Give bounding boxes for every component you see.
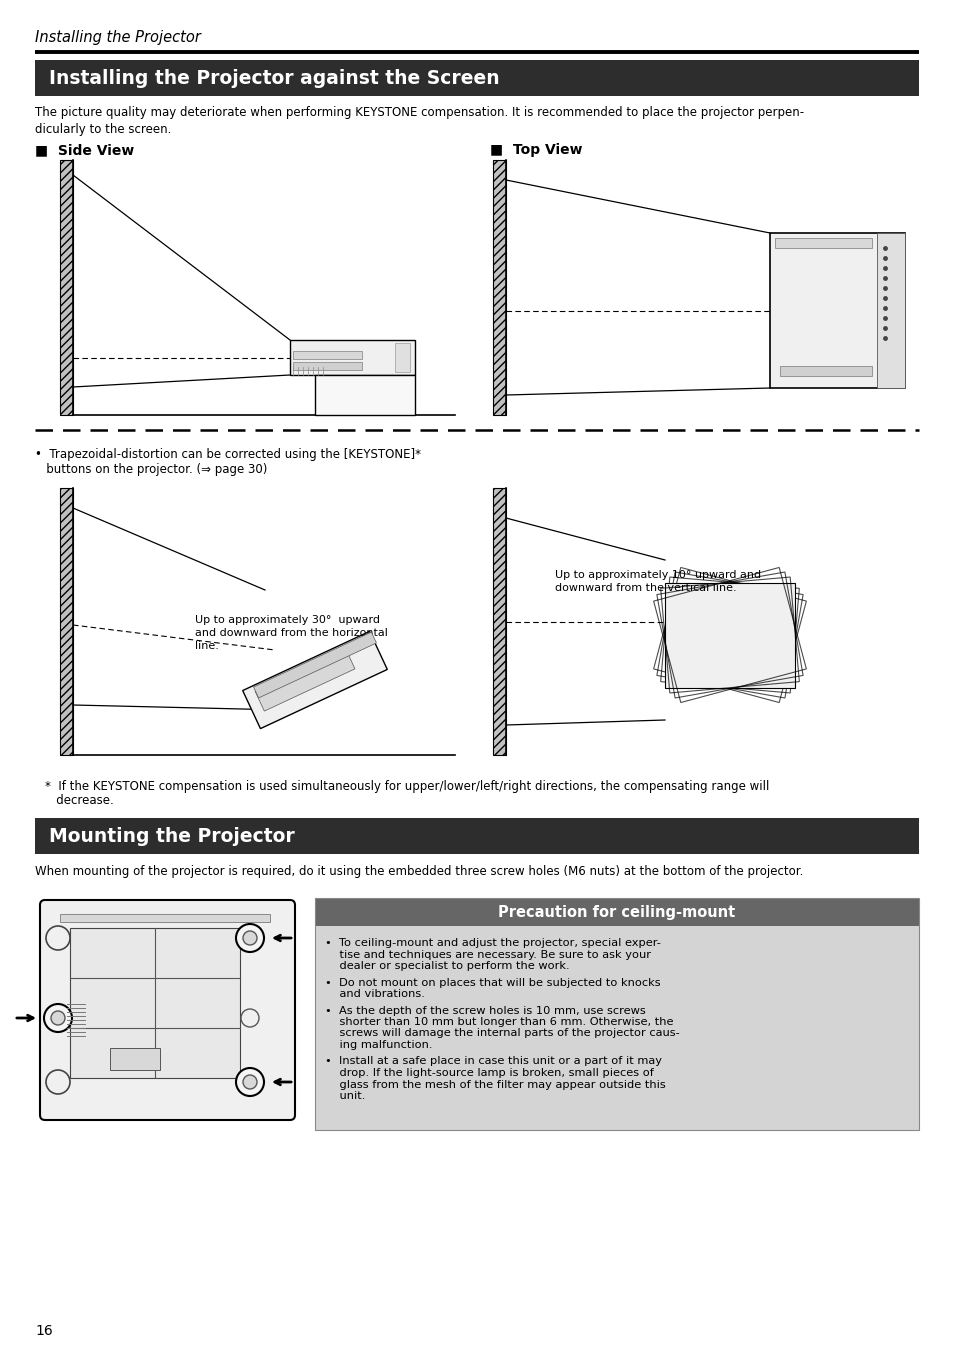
- Text: Installing the Projector: Installing the Projector: [35, 30, 201, 45]
- Text: shorter than 10 mm but longer than 6 mm. Otherwise, the: shorter than 10 mm but longer than 6 mm.…: [325, 1017, 673, 1027]
- Text: ■  Top View: ■ Top View: [490, 143, 582, 157]
- Bar: [395, 343, 410, 372]
- Bar: [774, 238, 871, 249]
- Text: 16: 16: [35, 1324, 52, 1337]
- Circle shape: [46, 1070, 70, 1094]
- Bar: [314, 898, 918, 1129]
- Text: •  Trapezoidal-distortion can be corrected using the [KEYSTONE]*: • Trapezoidal-distortion can be correcte…: [35, 449, 420, 461]
- Text: •  Install at a safe place in case this unit or a part of it may: • Install at a safe place in case this u…: [325, 1056, 661, 1066]
- Bar: [293, 362, 361, 370]
- Text: •  As the depth of the screw holes is 10 mm, use screws: • As the depth of the screw holes is 10 …: [325, 1005, 645, 1016]
- Text: When mounting of the projector is required, do it using the embedded three screw: When mounting of the projector is requir…: [35, 865, 802, 878]
- Text: Up to approximately 30°  upward
and downward from the horizontal
line.: Up to approximately 30° upward and downw…: [194, 615, 388, 651]
- Text: Precaution for ceiling-mount: Precaution for ceiling-mount: [497, 905, 735, 920]
- Text: dealer or specialist to perform the work.: dealer or specialist to perform the work…: [325, 961, 569, 971]
- Circle shape: [241, 1009, 258, 1027]
- Text: screws will damage the internal parts of the projector caus-: screws will damage the internal parts of…: [325, 1028, 679, 1039]
- Bar: [290, 340, 415, 376]
- Bar: [35, 59, 918, 96]
- Text: drop. If the light-source lamp is broken, small pieces of: drop. If the light-source lamp is broken…: [325, 1069, 653, 1078]
- Polygon shape: [242, 631, 387, 728]
- Bar: [60, 159, 73, 415]
- Text: tise and techniques are necessary. Be sure to ask your: tise and techniques are necessary. Be su…: [325, 950, 650, 959]
- Bar: [60, 915, 270, 921]
- Text: buttons on the projector. (⇒ page 30): buttons on the projector. (⇒ page 30): [35, 463, 267, 476]
- Circle shape: [44, 1004, 71, 1032]
- Polygon shape: [254, 648, 355, 711]
- Text: glass from the mesh of the filter may appear outside this: glass from the mesh of the filter may ap…: [325, 1079, 665, 1089]
- Bar: [35, 817, 918, 854]
- Bar: [293, 351, 361, 359]
- Text: unit.: unit.: [325, 1092, 365, 1101]
- Polygon shape: [664, 582, 794, 688]
- Bar: [314, 376, 415, 415]
- Text: ing malfunction.: ing malfunction.: [325, 1040, 432, 1050]
- Bar: [110, 1048, 160, 1070]
- Text: decrease.: decrease.: [45, 794, 113, 807]
- Text: *  If the KEYSTONE compensation is used simultaneously for upper/lower/left/righ: * If the KEYSTONE compensation is used s…: [45, 780, 768, 793]
- Bar: [493, 488, 505, 755]
- Bar: [876, 232, 904, 388]
- Circle shape: [51, 1011, 65, 1025]
- Text: ■  Side View: ■ Side View: [35, 143, 134, 157]
- Bar: [60, 488, 73, 755]
- Text: Mounting the Projector: Mounting the Projector: [49, 827, 294, 846]
- Circle shape: [243, 1075, 256, 1089]
- Text: •  Do not mount on places that will be subjected to knocks: • Do not mount on places that will be su…: [325, 978, 659, 988]
- Circle shape: [243, 931, 256, 944]
- Circle shape: [235, 1069, 264, 1096]
- Bar: [314, 898, 918, 925]
- Text: The picture quality may deteriorate when performing KEYSTONE compensation. It is: The picture quality may deteriorate when…: [35, 105, 803, 136]
- Bar: [70, 928, 240, 1078]
- Bar: [314, 925, 918, 1129]
- Text: •  To ceiling-mount and adjust the projector, special exper-: • To ceiling-mount and adjust the projec…: [325, 938, 660, 948]
- Bar: [780, 366, 871, 376]
- Text: Up to approximately 10° upward and
downward from the vertical line.: Up to approximately 10° upward and downw…: [555, 570, 760, 593]
- Text: and vibrations.: and vibrations.: [325, 989, 424, 998]
- Text: Installing the Projector against the Screen: Installing the Projector against the Scr…: [49, 69, 499, 88]
- Circle shape: [46, 925, 70, 950]
- Bar: [769, 232, 904, 388]
- Circle shape: [235, 924, 264, 952]
- Polygon shape: [253, 632, 376, 698]
- FancyBboxPatch shape: [40, 900, 294, 1120]
- Bar: [493, 159, 505, 415]
